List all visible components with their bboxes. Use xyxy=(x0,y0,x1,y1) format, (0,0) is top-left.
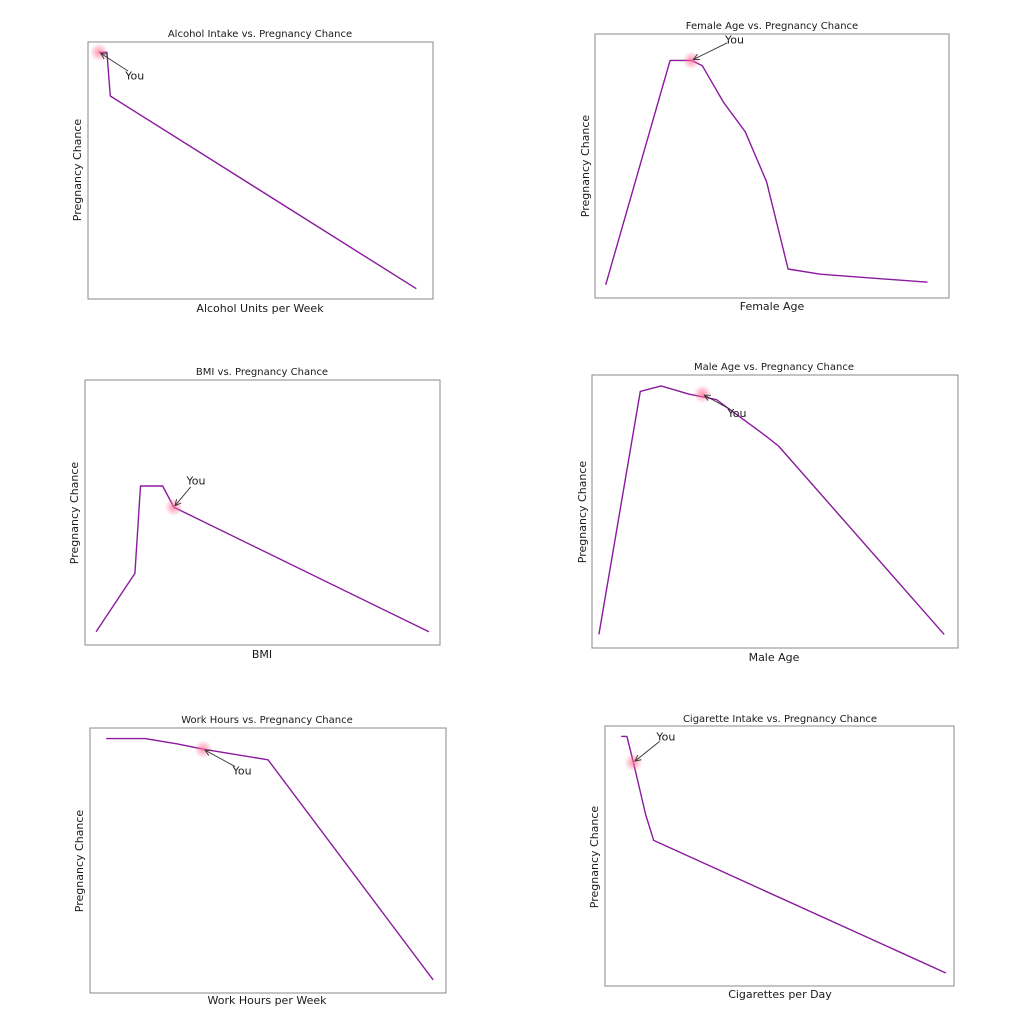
y-axis-label: Pregnancy Chance xyxy=(579,115,592,218)
annotation-arrowhead xyxy=(99,52,108,60)
plot-area: You xyxy=(598,385,945,635)
chart-title: Cigarette Intake vs. Pregnancy Chance xyxy=(683,714,877,725)
annotation-arrowhead xyxy=(204,749,212,756)
annotation-arrow xyxy=(634,741,660,762)
plot-frame xyxy=(89,727,447,994)
series-line xyxy=(95,485,430,633)
annotation-label: You xyxy=(124,69,144,82)
chart-female-age: Female Age vs. Pregnancy Chance Female A… xyxy=(579,21,950,313)
chart-title: Female Age vs. Pregnancy Chance xyxy=(686,21,858,32)
series-line xyxy=(605,59,928,285)
you-marker xyxy=(164,498,183,517)
plot-frame xyxy=(604,725,955,987)
annotation-label: You xyxy=(185,475,205,488)
series-line xyxy=(99,51,417,290)
annotation-arrowhead xyxy=(174,499,182,507)
plot-area: You xyxy=(90,43,417,290)
x-axis-label: Work Hours per Week xyxy=(208,994,328,1007)
chart-cigarettes: Cigarette Intake vs. Pregnancy Chance Ci… xyxy=(588,714,955,1001)
annotation-arrow xyxy=(204,749,236,767)
series-line xyxy=(598,385,945,635)
series-line xyxy=(621,735,947,974)
chart-alcohol: Alcohol Intake vs. Pregnancy Chance Alco… xyxy=(71,29,434,315)
chart-title: Male Age vs. Pregnancy Chance xyxy=(694,362,854,373)
annotation-arrowhead xyxy=(634,754,642,762)
you-marker xyxy=(194,740,213,759)
y-axis-label: Pregnancy Chance xyxy=(68,462,81,565)
annotation-label: You xyxy=(232,764,252,777)
you-marker xyxy=(682,51,701,70)
chart-title: BMI vs. Pregnancy Chance xyxy=(196,367,328,378)
plot-area: You xyxy=(605,33,928,285)
plot-frame xyxy=(591,374,959,649)
series-line xyxy=(106,737,434,981)
annotation-arrow xyxy=(693,42,728,60)
annotation-arrow xyxy=(100,52,129,72)
annotation-arrow xyxy=(704,394,731,410)
plot-area: You xyxy=(621,730,947,974)
y-axis-label: Pregnancy Chance xyxy=(73,810,86,913)
annotation-arrowhead xyxy=(703,394,711,401)
plot-frame xyxy=(594,33,950,299)
y-axis-label: Pregnancy Chance xyxy=(576,461,589,564)
plot-area: You xyxy=(95,475,430,633)
annotation-label: You xyxy=(727,407,747,420)
plot-frame xyxy=(87,41,434,300)
x-axis-label: BMI xyxy=(252,648,272,661)
x-axis-label: Cigarettes per Day xyxy=(728,988,832,1001)
annotation-arrowhead xyxy=(692,53,701,61)
plot-area: You xyxy=(106,737,434,981)
plot-frame xyxy=(84,379,441,646)
you-marker xyxy=(693,385,712,404)
annotation-label: You xyxy=(655,730,675,743)
chart-work-hours: Work Hours vs. Pregnancy Chance Work Hou… xyxy=(73,715,447,1007)
chart-title: Alcohol Intake vs. Pregnancy Chance xyxy=(168,29,352,40)
you-marker xyxy=(90,43,109,62)
chart-male-age: Male Age vs. Pregnancy Chance Male Age P… xyxy=(576,362,959,664)
x-axis-label: Male Age xyxy=(749,651,800,664)
y-axis-label: Pregnancy Chance xyxy=(71,119,84,222)
you-marker xyxy=(624,753,643,772)
annotation-label: You xyxy=(724,33,744,46)
y-axis-label: Pregnancy Chance xyxy=(588,806,601,909)
x-axis-label: Alcohol Units per Week xyxy=(196,302,324,315)
chart-bmi: BMI vs. Pregnancy Chance BMI Pregnancy C… xyxy=(68,367,441,661)
annotation-arrow xyxy=(174,486,192,506)
x-axis-label: Female Age xyxy=(740,300,805,313)
chart-title: Work Hours vs. Pregnancy Chance xyxy=(181,715,353,726)
